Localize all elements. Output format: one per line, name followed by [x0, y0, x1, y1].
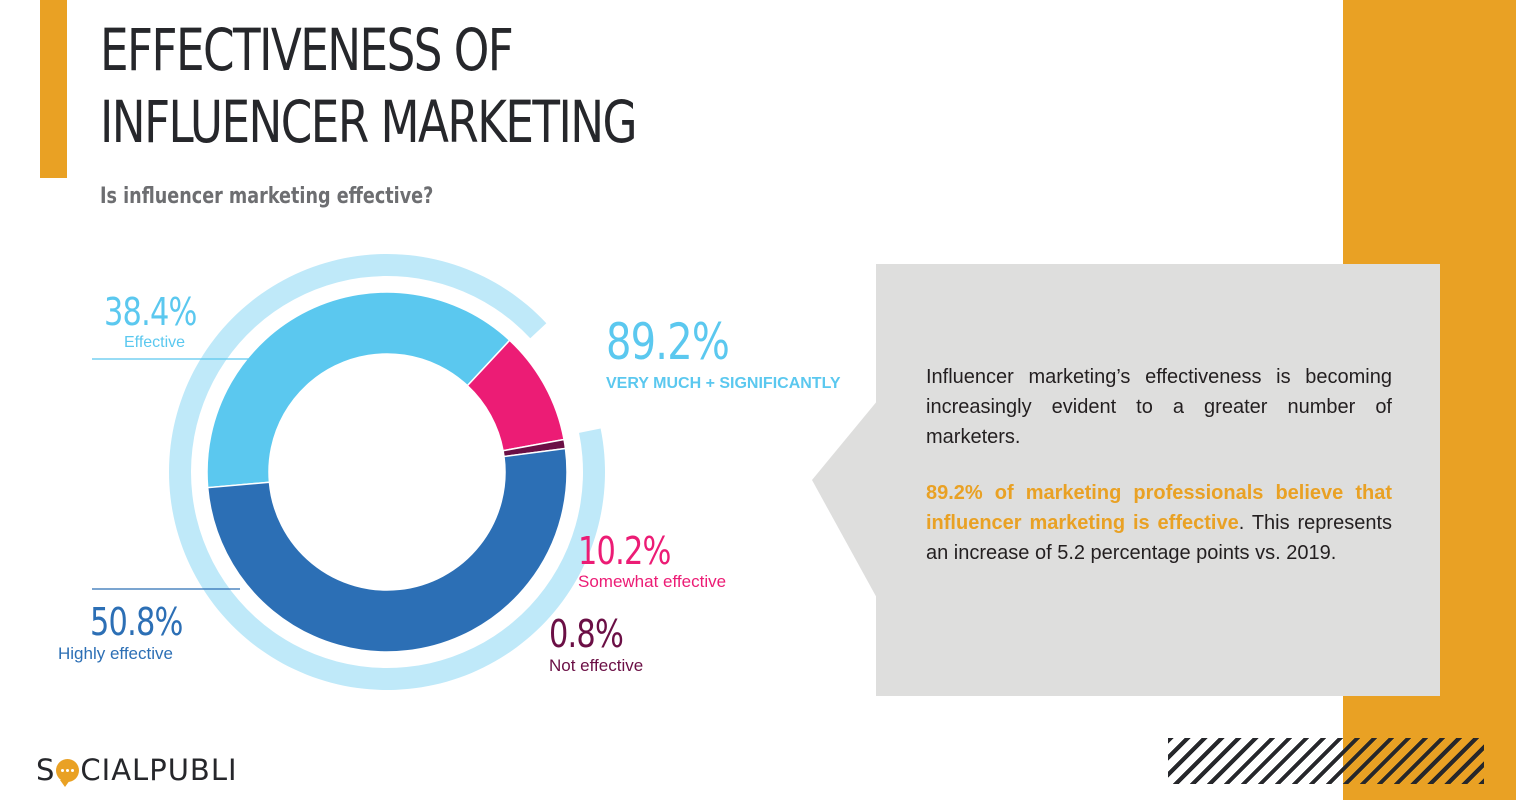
not-effective-caption: Not effective: [549, 656, 644, 675]
page-title: EFFECTIVENESS OF INFLUENCER MARKETING: [100, 14, 638, 158]
callout-highlight: 89.2% of marketing professionals believe…: [926, 482, 1392, 534]
label-somewhat-effective: 10.2% Somewhat effective: [578, 530, 726, 592]
label-total: 89.2% VERY MUCH + SIGNIFICANTLY: [606, 312, 841, 396]
highly-caption: Highly effective: [58, 644, 173, 663]
decorative-stripes: [1168, 738, 1484, 784]
slice-highly-effective: [206, 447, 568, 653]
callout-paragraph-2-rest: . This represents an increase of 5.2 per…: [926, 512, 1392, 564]
chat-bubble-icon: [56, 758, 80, 787]
total-caption-text: VERY MUCH + SIGNIFICANTLY: [606, 375, 841, 392]
logo-text-end: CIALPUBLI: [80, 753, 238, 787]
left-accent-bar: [40, 0, 67, 178]
label-highly-effective: 50.8% Highly effective: [58, 600, 206, 664]
not-effective-value-label: 0.8%: [549, 612, 624, 656]
socialpubli-logo: S CIALPUBLI: [36, 750, 238, 790]
callout-paragraph-1: Influencer marketing’s effectiveness is …: [926, 366, 1392, 448]
highly-value-label: 50.8%: [90, 600, 183, 644]
somewhat-value-label: 10.2%: [578, 529, 671, 573]
slice-effective: [206, 291, 511, 489]
logo-text-start: S: [36, 753, 56, 787]
callout-text: Influencer marketing’s effectiveness is …: [926, 362, 1392, 594]
label-not-effective: 0.8% Not effective: [549, 612, 643, 676]
donut-chart: [92, 254, 605, 691]
somewhat-caption: Somewhat effective: [578, 572, 727, 591]
callout-box: [876, 264, 1440, 696]
total-caption: VERY MUCH + SIGNIFICANTLY: [606, 372, 841, 396]
callout-paragraph-2: 89.2% of marketing professionals believe…: [926, 478, 1392, 568]
callout-pointer: [812, 400, 878, 600]
total-value-label: 89.2%: [606, 313, 730, 371]
chart-question: Is influencer marketing effective?: [100, 184, 434, 209]
effective-caption: Effective: [124, 334, 186, 351]
label-effective: 38.4% Effective: [104, 290, 220, 352]
title-line-1: EFFECTIVENESS OF: [100, 16, 514, 84]
title-line-2: INFLUENCER MARKETING: [100, 88, 638, 156]
effective-value-label: 38.4%: [104, 290, 197, 334]
